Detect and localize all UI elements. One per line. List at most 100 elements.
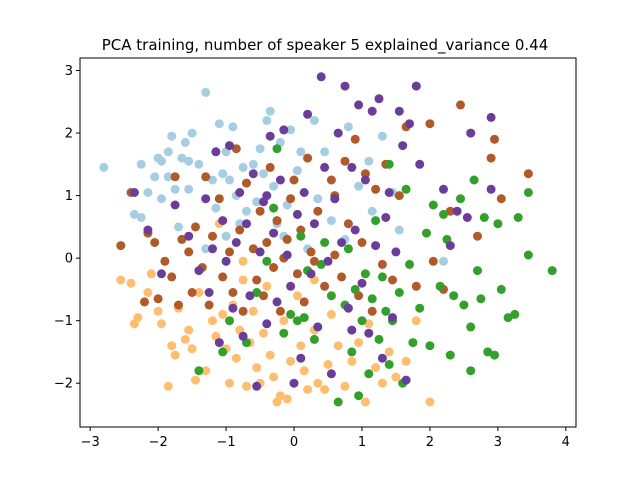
point-s2-11 (184, 247, 194, 257)
point-s3-15 (320, 238, 330, 247)
point-s3-56 (490, 350, 499, 360)
point-s2-72 (289, 175, 299, 185)
point-s3-63 (547, 266, 557, 276)
point-s4-49 (347, 162, 357, 172)
point-s1-13 (184, 325, 194, 335)
point-s4-35 (299, 188, 309, 197)
point-s2-65 (445, 206, 455, 216)
point-s0-24 (218, 169, 228, 179)
point-s1-55 (364, 319, 374, 329)
point-s4-63 (394, 106, 404, 116)
point-s4-7 (204, 288, 214, 297)
point-s4-77 (262, 191, 272, 201)
point-s3-64 (384, 360, 394, 369)
point-s1-52 (347, 356, 357, 366)
point-s4-69 (439, 184, 448, 194)
point-s3-36 (401, 184, 411, 194)
point-s2-20 (225, 247, 234, 257)
point-s4-29 (279, 125, 289, 135)
point-s3-42 (428, 200, 438, 210)
point-s2-5 (153, 294, 163, 304)
point-s3-66 (466, 366, 476, 376)
point-s0-16 (184, 156, 194, 166)
point-s4-28 (275, 175, 285, 185)
point-s2-58 (388, 275, 397, 285)
point-s2-48 (340, 156, 350, 166)
point-s4-44 (330, 194, 340, 204)
x-tick-label: −1 (216, 435, 235, 450)
point-s4-0 (129, 188, 139, 197)
point-s2-43 (313, 206, 323, 216)
point-s2-33 (272, 216, 282, 226)
point-s3-5 (262, 256, 272, 266)
point-s0-13 (174, 222, 183, 232)
point-s4-20 (248, 169, 258, 179)
point-s2-12 (187, 288, 197, 297)
point-s0-55 (367, 206, 377, 216)
point-s2-31 (265, 162, 275, 172)
point-s0-33 (252, 197, 262, 207)
point-s2-0 (116, 241, 126, 251)
point-s4-73 (466, 128, 476, 138)
point-s1-62 (425, 397, 435, 407)
point-s3-67 (523, 250, 533, 260)
point-s2-67 (473, 231, 482, 241)
point-s3-0 (194, 366, 204, 376)
point-s4-71 (452, 206, 462, 216)
point-s2-37 (292, 269, 302, 279)
point-s4-21 (252, 381, 262, 391)
point-s0-4 (143, 188, 153, 197)
points-layer (99, 72, 557, 407)
point-s1-41 (292, 291, 302, 301)
point-s2-6 (160, 256, 170, 266)
point-s0-14 (177, 153, 187, 163)
point-s1-29 (248, 306, 258, 316)
x-tick-label: 4 (562, 435, 570, 450)
point-s4-75 (486, 184, 496, 194)
point-s2-40 (303, 153, 313, 163)
point-s4-50 (350, 225, 360, 235)
x-tick-label: 2 (426, 435, 434, 450)
y-axis: −2 −1 0 1 2 3 (54, 64, 80, 392)
point-s1-35 (269, 372, 279, 382)
point-s4-64 (398, 141, 408, 151)
point-s0-60 (221, 231, 231, 241)
point-s1-15 (191, 375, 200, 385)
point-s1-24 (231, 353, 241, 363)
point-s0-17 (184, 184, 194, 194)
point-s3-41 (425, 341, 435, 351)
x-tick-label: −3 (81, 435, 100, 450)
point-s4-6 (201, 194, 211, 204)
point-s1-18 (208, 316, 217, 326)
point-s4-33 (292, 209, 302, 219)
point-s2-71 (523, 169, 533, 179)
point-s2-70 (496, 194, 506, 204)
point-s2-25 (242, 178, 251, 188)
point-s4-57 (374, 94, 384, 104)
point-s4-2 (157, 269, 166, 279)
point-s0-21 (208, 175, 217, 185)
point-s0-61 (439, 256, 448, 266)
point-s2-7 (167, 272, 177, 282)
point-s1-57 (377, 378, 387, 388)
point-s2-47 (337, 272, 347, 282)
point-s3-54 (479, 213, 489, 222)
point-s3-25 (360, 269, 370, 279)
point-s3-53 (476, 294, 486, 304)
point-s3-9 (286, 309, 296, 319)
point-s1-46 (313, 378, 323, 388)
point-s1-30 (252, 363, 262, 373)
point-s1-1 (126, 278, 136, 288)
point-s2-18 (214, 194, 224, 204)
point-s4-4 (184, 231, 194, 241)
point-s4-11 (218, 216, 228, 226)
point-s3-49 (459, 300, 469, 310)
point-s0-10 (163, 172, 173, 182)
point-s1-61 (411, 316, 421, 326)
point-s0-20 (201, 87, 211, 97)
point-s1-4 (143, 288, 153, 297)
point-s3-59 (503, 313, 513, 323)
point-s0-52 (343, 122, 353, 132)
point-s2-56 (377, 259, 387, 269)
x-tick-label: 0 (290, 435, 298, 450)
